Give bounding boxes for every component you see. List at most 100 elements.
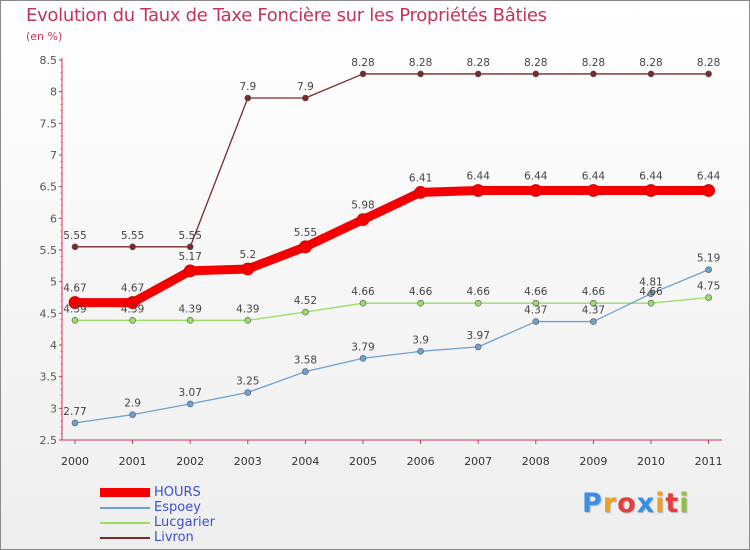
data-point [587,184,600,197]
data-point [590,299,597,307]
x-tick-label: 2009 [579,455,607,468]
x-tick-label: 2007 [464,455,492,468]
series-line-lucgarier [74,296,710,321]
data-point [532,70,540,78]
data-label: 3.9 [412,334,429,346]
data-label: 4.66 [639,286,663,298]
data-label: 6.41 [409,172,432,184]
y-tick-label: 4 [50,339,57,352]
data-point [359,299,367,307]
data-point [298,240,312,254]
data-point [471,184,485,197]
data-label: 3.58 [294,355,317,367]
data-point [68,296,82,309]
legend-swatch-livron [100,537,150,539]
data-point [129,243,136,251]
series-line-espoey [74,268,710,424]
data-label: 4.39 [179,303,202,315]
logo-letter: x [636,488,656,519]
data-point [647,70,655,78]
data-label: 5.55 [179,230,202,242]
data-point [417,70,424,78]
y-tick-label: 5 [50,276,57,289]
data-point [71,316,79,324]
data-label: 4.37 [524,305,547,317]
data-label: 6.44 [524,170,548,182]
legend-swatch-hours [100,488,150,497]
data-point [705,266,712,273]
data-point [356,213,370,227]
data-label: 4.66 [467,286,491,298]
data-label: 8.28 [409,57,432,69]
data-point [474,343,482,351]
data-point [302,368,309,375]
data-label: 5.55 [294,227,317,239]
data-point [244,316,252,324]
data-label: 8.28 [639,57,662,69]
data-label: 4.75 [697,281,720,293]
y-tick-label: 7 [50,149,57,162]
x-tick-label: 2000 [61,455,89,468]
data-point [126,296,140,309]
x-tick-label: 2006 [407,455,435,468]
data-label: 3.97 [467,330,490,342]
data-point [644,184,658,197]
logo-letter: i [679,488,690,519]
legend-label-livron: Livron [154,530,194,545]
data-point [474,70,482,78]
legend-swatch-espoey [100,507,150,509]
y-tick-label: 6.5 [40,181,58,194]
x-tick-label: 2011 [695,455,723,468]
data-point [417,299,424,307]
data-label: 4.52 [294,295,317,307]
data-point [529,184,543,197]
data-label: 5.2 [239,249,256,261]
y-tick-label: 6 [50,212,57,225]
data-point [532,299,540,307]
data-point [183,264,197,278]
data-point [186,243,194,251]
data-label: 4.66 [351,286,375,298]
y-tick-label: 2.5 [40,434,58,447]
data-label: 8.28 [524,57,547,69]
data-label: 4.66 [409,286,433,298]
y-tick-label: 4.5 [40,307,58,320]
data-point [414,185,428,199]
data-point [705,70,712,78]
data-point [359,354,367,362]
data-point [474,299,482,307]
data-point [702,184,715,197]
data-label: 6.44 [639,170,663,182]
data-label: 3.25 [236,376,259,388]
y-tick-label: 5.5 [40,244,58,257]
logo-letter: i [655,488,666,519]
data-label: 5.98 [351,200,374,212]
data-point [302,94,309,102]
data-label: 6.44 [467,170,491,182]
data-label: 4.37 [582,305,605,317]
data-label: 7.9 [239,81,256,93]
data-label: 5.55 [63,230,86,242]
data-label: 5.55 [121,230,144,242]
data-label: 4.39 [63,303,86,315]
data-point [417,348,424,355]
data-label: 4.66 [524,286,548,298]
x-tick-label: 2002 [176,455,204,468]
data-point [186,400,194,408]
y-tick-label: 3.5 [40,371,58,384]
data-label: 8.28 [467,57,490,69]
x-tick-label: 2004 [291,455,319,468]
data-label: 4.66 [582,286,606,298]
y-tick-label: 8.5 [40,54,58,67]
data-point [647,299,655,307]
legend-label-lucgarier: Lucgarier [154,515,215,530]
y-tick-label: 7.5 [40,117,58,130]
y-tick-label: 8 [50,86,57,99]
data-point [71,419,79,427]
data-label: 8.28 [351,57,374,69]
data-point [244,94,252,102]
y-tick-label: 3 [50,402,57,415]
data-label: 8.28 [582,57,605,69]
legend-swatch-lucgarier [100,522,150,524]
